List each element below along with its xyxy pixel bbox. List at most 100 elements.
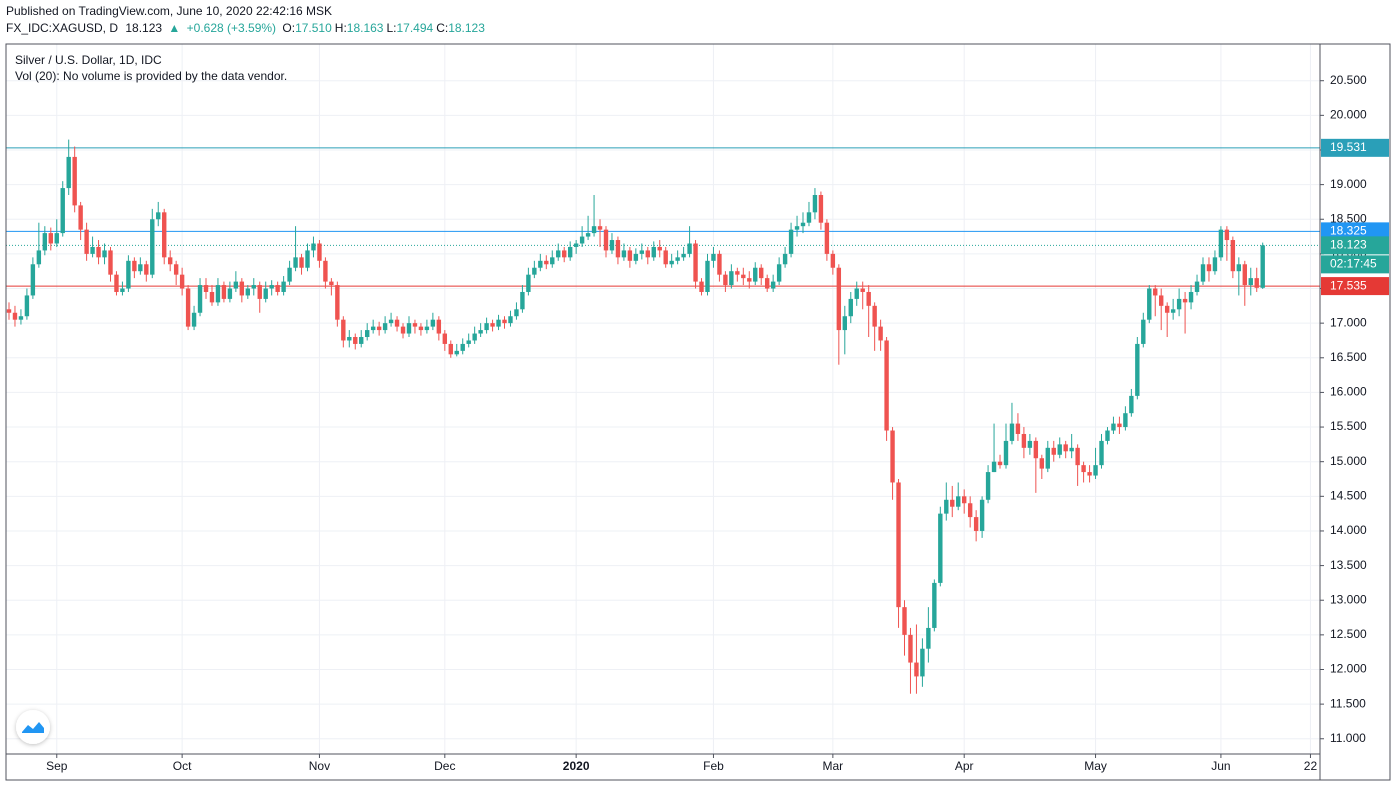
candle-body — [967, 503, 973, 518]
y-tick-label: 14.500 — [1330, 488, 1367, 502]
candle-body — [1236, 264, 1242, 272]
ohlc-label: C: — [436, 21, 449, 35]
candle-body — [144, 264, 149, 275]
candle-body — [1224, 229, 1230, 241]
candle-body — [1248, 278, 1253, 286]
candle-body — [173, 264, 179, 275]
candle-body — [1117, 423, 1122, 428]
candle-body — [335, 285, 340, 320]
ohlc-value: 18.123 — [448, 21, 485, 35]
candle-body — [30, 264, 36, 296]
candle-body — [932, 582, 937, 628]
candle-body — [1164, 305, 1170, 313]
candle-body — [729, 271, 734, 286]
price-axis-frame — [1319, 43, 1391, 781]
symbol: FX_IDC:XAGUSD, D — [6, 21, 119, 35]
candle-body — [323, 260, 328, 282]
x-tick-label: Mar — [823, 759, 844, 773]
candle-body — [191, 312, 197, 327]
candle-body — [341, 319, 346, 341]
candle-body — [12, 312, 18, 320]
candle-body — [442, 333, 448, 344]
ohlc-value: 17.494 — [396, 21, 434, 35]
candle-body — [609, 240, 615, 251]
candle-body — [418, 326, 424, 331]
candle-body — [532, 267, 537, 275]
candle-body — [353, 337, 358, 344]
candle-body — [806, 212, 812, 223]
candle-body — [263, 288, 268, 299]
candle-body — [394, 319, 400, 327]
candle-body — [436, 319, 442, 334]
candle-body — [1153, 288, 1158, 296]
candle-body — [466, 340, 471, 344]
candle-body — [585, 233, 591, 237]
candle-body — [663, 250, 668, 265]
candle-body — [1182, 298, 1188, 303]
candle-body — [424, 326, 430, 331]
candle-body — [1087, 472, 1092, 476]
candle-body — [854, 288, 859, 299]
candle-body — [454, 350, 459, 355]
last-price: 18.123 — [125, 21, 163, 35]
candle-body — [36, 250, 42, 265]
candle-body — [866, 291, 871, 306]
symbol-bar: FX_IDC:XAGUSD, D 18.123 ▲ +0.628 (+3.59%… — [6, 21, 491, 35]
candle-body — [484, 323, 489, 331]
candle-body — [544, 260, 549, 265]
candle-body — [84, 229, 89, 254]
candle-body — [1188, 291, 1194, 303]
candle-body — [1069, 447, 1074, 452]
candle-body — [42, 233, 48, 251]
candle-body — [478, 330, 483, 334]
price-level-label: 18.123 — [1330, 238, 1367, 252]
candle-body — [973, 517, 979, 531]
y-tick-label: 15.500 — [1330, 419, 1367, 433]
candle-body — [627, 250, 633, 261]
candle-body — [979, 499, 985, 531]
candle-body — [1009, 423, 1015, 441]
candle-body — [1194, 281, 1200, 292]
candle-body — [1206, 264, 1212, 272]
ohlc-label: L: — [386, 21, 397, 35]
y-tick-label: 18.500 — [1330, 211, 1367, 225]
candle-body — [221, 285, 227, 299]
candle-body — [1135, 343, 1140, 396]
y-tick-label: 19.000 — [1330, 177, 1367, 191]
time-axis-frame — [5, 753, 1321, 781]
x-tick-label: Sep — [46, 759, 68, 773]
candle-body — [573, 243, 579, 247]
candle-body — [914, 662, 919, 677]
candle-body — [197, 285, 203, 313]
candle-body — [759, 267, 764, 279]
logo[interactable] — [16, 710, 50, 744]
price-level-label: 19.531 — [1330, 140, 1367, 154]
candle-body — [872, 305, 877, 327]
candle-body — [514, 309, 519, 317]
candle-body — [126, 260, 131, 289]
candle-body — [90, 246, 95, 254]
candle-body — [836, 267, 842, 331]
candle-body — [167, 257, 173, 265]
candle-body — [597, 226, 603, 230]
candle-body — [944, 499, 949, 514]
ohlc-label: O: — [282, 21, 296, 35]
candle-body — [1159, 295, 1164, 306]
candle-body — [1039, 458, 1045, 469]
candle-body — [412, 323, 418, 327]
change-arrow: ▲ — [168, 21, 181, 35]
candle-body — [1051, 447, 1056, 455]
x-tick-label: Feb — [703, 759, 724, 773]
candle-body — [633, 253, 639, 261]
candle-body — [556, 250, 561, 258]
candle-body — [66, 156, 71, 189]
candle-body — [764, 278, 770, 289]
candle-body — [753, 267, 758, 282]
chart-title: Silver / U.S. Dollar, 1D, IDC — [15, 53, 162, 67]
candle-body — [896, 482, 901, 608]
candle-body — [550, 257, 555, 265]
candle-body — [1218, 229, 1224, 258]
candle-body — [305, 250, 310, 268]
candle-body — [603, 229, 609, 251]
y-tick-label: 20.500 — [1330, 73, 1367, 87]
